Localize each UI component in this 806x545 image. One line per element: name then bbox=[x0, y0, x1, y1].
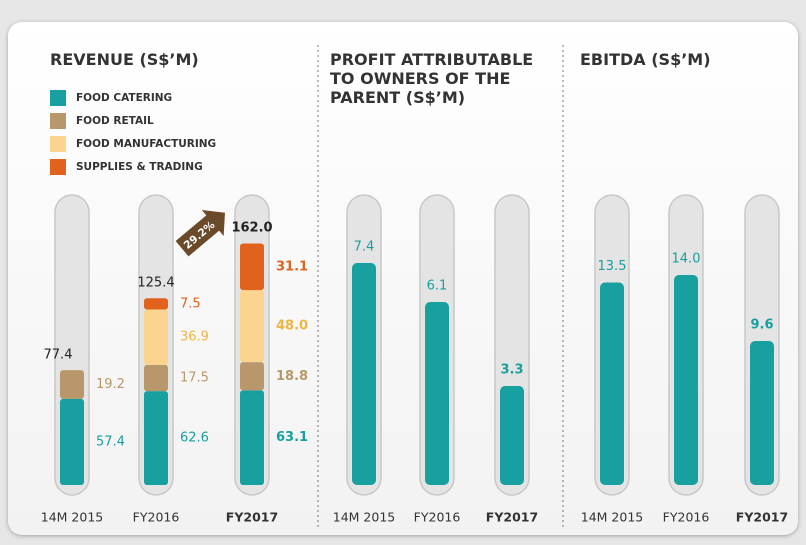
data-label: 31.1 bbox=[276, 259, 308, 274]
x-tick-label: FY2016 bbox=[414, 510, 461, 525]
data-label: 13.5 bbox=[598, 259, 627, 274]
bar-segment bbox=[60, 398, 84, 485]
annotation: 29.2% bbox=[175, 209, 225, 257]
bar-segment bbox=[240, 290, 264, 363]
data-label: 48.0 bbox=[276, 319, 308, 334]
data-label: 7.5 bbox=[180, 296, 201, 311]
data-label: 3.3 bbox=[500, 363, 523, 378]
legend-label: FOOD RETAIL bbox=[76, 115, 154, 127]
data-label: 17.5 bbox=[180, 370, 209, 385]
legend-item: SUPPLIES & TRADING bbox=[50, 159, 203, 175]
total-label: 162.0 bbox=[231, 221, 272, 236]
x-tick-label: FY2017 bbox=[226, 510, 278, 525]
data-label: 63.1 bbox=[276, 430, 308, 445]
total-label: 125.4 bbox=[137, 275, 174, 290]
legend-swatch bbox=[50, 90, 66, 106]
bar bbox=[674, 275, 698, 485]
legend-label: FOOD CATERING bbox=[76, 92, 173, 104]
bar bbox=[425, 302, 449, 485]
legend-item: FOOD MANUFACTURING bbox=[50, 136, 216, 152]
chart-title: EBITDA (S$’M) bbox=[580, 50, 711, 69]
chart-title: REVENUE (S$’M) bbox=[50, 50, 199, 69]
legend-swatch bbox=[50, 113, 66, 129]
data-label: 18.8 bbox=[276, 369, 308, 384]
data-label: 7.4 bbox=[354, 240, 375, 255]
x-tick-label: 14M 2015 bbox=[41, 510, 103, 525]
bar-segment bbox=[144, 391, 168, 485]
chart-title: PROFIT ATTRIBUTABLE TO OWNERS OF THE PAR… bbox=[330, 50, 534, 107]
legend-item: FOOD RETAIL bbox=[50, 113, 154, 129]
data-label: 14.0 bbox=[672, 252, 701, 267]
data-label: 6.1 bbox=[427, 279, 448, 294]
x-tick-label: FY2017 bbox=[736, 510, 788, 525]
bar bbox=[352, 263, 376, 485]
legend-label: FOOD MANUFACTURING bbox=[76, 138, 217, 150]
bar-segment bbox=[240, 362, 264, 391]
legend-swatch bbox=[50, 159, 66, 175]
bar bbox=[600, 282, 624, 485]
data-label: 19.2 bbox=[96, 377, 125, 392]
bar-segment bbox=[60, 370, 84, 399]
bar-segment bbox=[240, 243, 264, 291]
x-tick-label: FY2016 bbox=[663, 510, 710, 525]
x-tick-label: FY2016 bbox=[133, 510, 180, 525]
data-label: 57.4 bbox=[96, 434, 125, 449]
x-tick-label: FY2017 bbox=[486, 510, 538, 525]
x-tick-label: 14M 2015 bbox=[333, 510, 395, 525]
bar-segment bbox=[240, 390, 264, 485]
bar-segment bbox=[144, 298, 168, 310]
total-label: 77.4 bbox=[44, 347, 73, 362]
bar bbox=[750, 341, 774, 485]
bar-segment bbox=[144, 364, 168, 392]
data-label: 36.9 bbox=[180, 330, 209, 345]
bar-segment bbox=[144, 309, 168, 365]
legend-label: SUPPLIES & TRADING bbox=[76, 161, 203, 173]
legend-swatch bbox=[50, 136, 66, 152]
annotation-arrow bbox=[175, 209, 225, 257]
legend-item: FOOD CATERING bbox=[50, 90, 172, 106]
data-label: 62.6 bbox=[180, 431, 209, 446]
bar bbox=[500, 386, 524, 485]
x-tick-label: 14M 2015 bbox=[581, 510, 643, 525]
data-label: 9.6 bbox=[750, 318, 773, 333]
